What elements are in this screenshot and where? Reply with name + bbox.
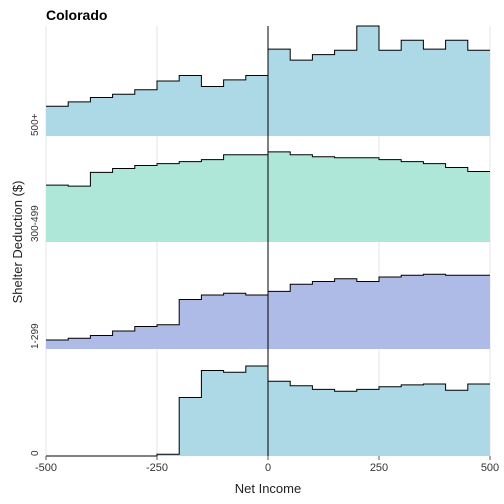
histogram-bin: [335, 279, 357, 349]
histogram-bin: [224, 293, 246, 349]
x-tick-label: 250: [370, 462, 388, 474]
histogram-bin: [401, 385, 423, 456]
histogram-bin: [357, 158, 379, 242]
histogram-bin: [224, 80, 246, 136]
histogram-bin: [68, 338, 90, 349]
panel-4: 0: [30, 366, 490, 456]
histogram-bin: [179, 300, 201, 350]
histogram-bin: [379, 160, 401, 242]
histogram-bin: [423, 384, 445, 456]
panel-3: 1-299: [30, 274, 490, 349]
histogram-bin: [246, 155, 268, 242]
histogram-bin: [135, 90, 157, 136]
histogram-bin: [90, 172, 112, 242]
histogram-bin: [335, 50, 357, 136]
histogram-bin: [268, 152, 290, 242]
histogram-bin: [179, 398, 201, 457]
histogram-bin: [401, 275, 423, 349]
panel-1: 500+: [30, 26, 490, 136]
histogram-bin: [312, 55, 334, 136]
histogram-bin: [312, 282, 334, 350]
histogram-bin: [379, 50, 401, 136]
x-axis-title: Net Income: [235, 481, 301, 496]
histogram-bin: [224, 155, 246, 242]
histogram-bin: [446, 390, 468, 456]
histogram-bin: [446, 168, 468, 242]
histogram-bin: [113, 331, 135, 349]
histogram-bin: [46, 185, 68, 242]
histogram-bin: [224, 372, 246, 456]
x-tick-label: -250: [146, 462, 168, 474]
histogram-bin: [379, 277, 401, 349]
histogram-bin: [201, 371, 223, 457]
histogram-bin: [246, 295, 268, 349]
panels: 500+ 300-499 1-299 0: [30, 26, 490, 456]
histogram-bin: [446, 275, 468, 349]
histogram-bin: [135, 327, 157, 350]
histogram-bin: [423, 49, 445, 136]
histogram-bin: [290, 386, 312, 456]
histogram-bin: [446, 40, 468, 136]
histogram-bin: [157, 164, 179, 242]
histogram-bin: [468, 384, 490, 456]
histogram-bin: [68, 102, 90, 136]
histogram-bin: [335, 391, 357, 456]
x-tick-label: -500: [35, 462, 57, 474]
histogram-bin: [113, 94, 135, 136]
histogram-bin: [312, 157, 334, 242]
histogram-bin: [246, 76, 268, 137]
histogram-bin: [201, 87, 223, 137]
panel-label: 1-299: [30, 323, 41, 349]
chart-title: Colorado: [46, 7, 107, 23]
x-tick-label: 0: [265, 462, 271, 474]
histogram-bin: [290, 60, 312, 136]
histogram-bin: [135, 166, 157, 242]
histogram-bin: [113, 169, 135, 243]
histogram-bin: [46, 106, 68, 136]
histogram-bin: [357, 389, 379, 456]
x-axis: -500 -250 0 250 500: [35, 456, 499, 474]
histogram-bin: [157, 81, 179, 136]
histogram-bin: [468, 171, 490, 242]
histogram-bin: [201, 160, 223, 242]
x-tick-label: 500: [481, 462, 499, 474]
histogram-bin: [68, 186, 90, 242]
histogram-bin: [179, 76, 201, 137]
histogram-bin: [468, 275, 490, 349]
histogram-bin: [379, 387, 401, 456]
histogram-bin: [268, 49, 290, 136]
histogram-bin: [268, 381, 290, 456]
histogram-bin: [401, 40, 423, 136]
histogram-bin: [179, 162, 201, 242]
y-axis-title: Shelter Deduction ($): [10, 181, 25, 304]
histogram-bin: [401, 162, 423, 242]
histogram-bin: [268, 291, 290, 349]
panel-label: 500+: [30, 113, 41, 136]
histogram-bin: [90, 336, 112, 350]
histogram-bin: [423, 274, 445, 349]
histogram-bin: [246, 366, 268, 456]
histogram-bin: [90, 98, 112, 137]
panel-label: 300-499: [30, 205, 41, 242]
histogram-bin: [290, 155, 312, 242]
histogram-bin: [312, 389, 334, 456]
histogram-bin: [201, 295, 223, 349]
histogram-bin: [357, 282, 379, 350]
histogram-bin: [46, 340, 68, 349]
histogram-bin: [157, 325, 179, 349]
histogram-bin: [357, 26, 379, 136]
histogram-bin: [468, 50, 490, 136]
histogram-bin: [157, 454, 179, 456]
histogram-bin: [290, 284, 312, 349]
panel-label: 0: [30, 450, 41, 456]
histogram-bin: [335, 158, 357, 242]
histogram-bin: [423, 164, 445, 242]
panel-2: 300-499: [30, 152, 490, 242]
